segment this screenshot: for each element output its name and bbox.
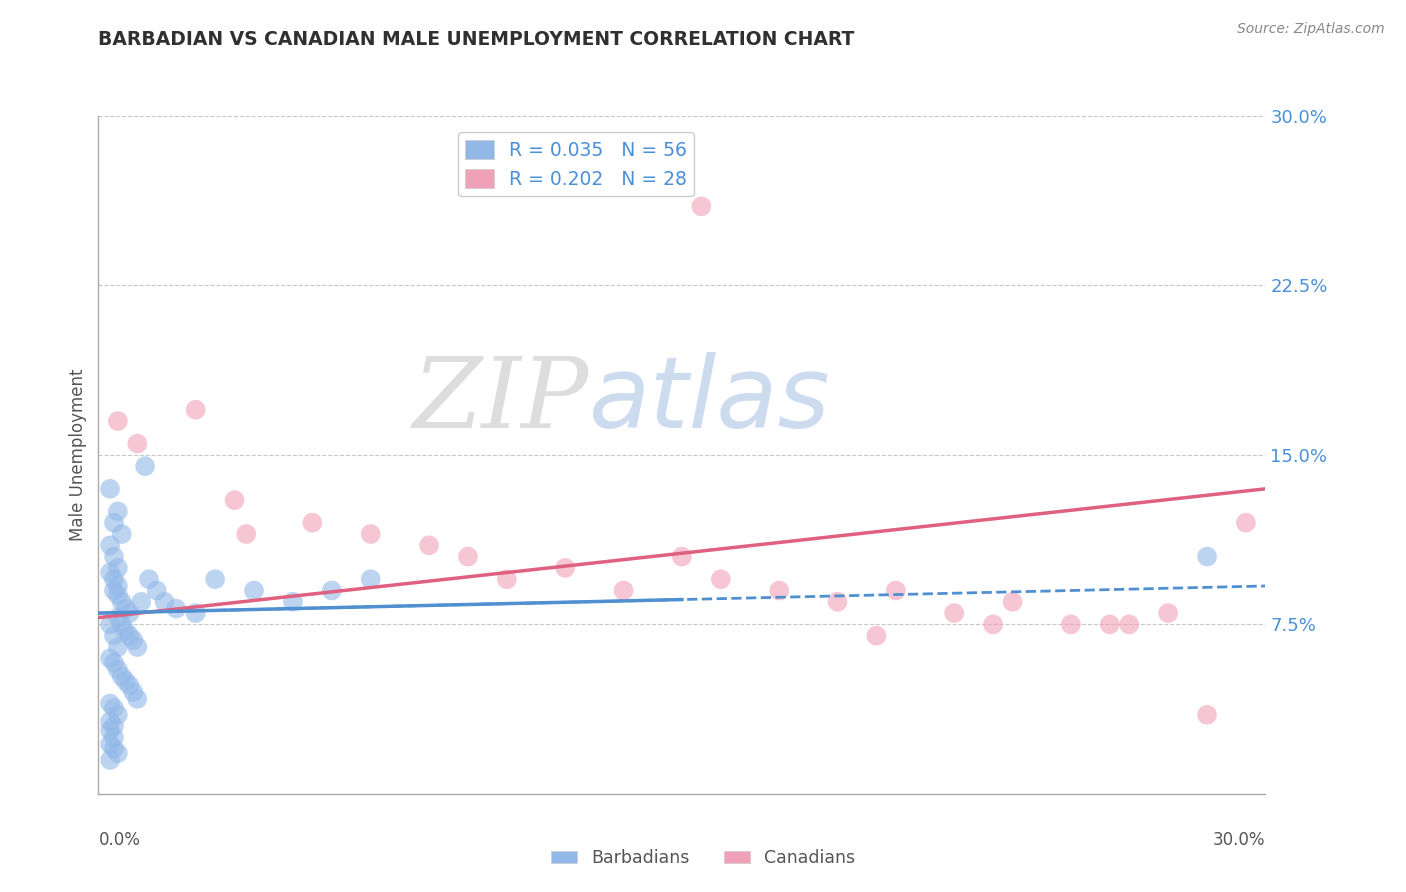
Point [153,595,176,609]
Point [111,669,134,683]
Text: 30.0%: 30.0% [1213,831,1265,849]
Point [1157,606,1180,620]
Point [1234,516,1257,530]
Point [612,583,634,598]
Point [1195,549,1218,564]
Point [111,527,134,541]
Point [690,199,713,213]
Point [114,624,136,639]
Point [122,633,145,648]
Point [554,561,576,575]
Point [98,753,121,767]
Point [865,629,887,643]
Point [281,595,304,609]
Text: Source: ZipAtlas.com: Source: ZipAtlas.com [1237,22,1385,37]
Point [98,714,121,729]
Point [495,572,517,586]
Point [235,527,257,541]
Point [98,723,121,738]
Point [301,516,323,530]
Legend: R = 0.035   N = 56, R = 0.202   N = 28: R = 0.035 N = 56, R = 0.202 N = 28 [458,132,695,196]
Text: 0.0%: 0.0% [98,831,141,849]
Point [114,673,136,688]
Legend: Barbadians, Canadians: Barbadians, Canadians [544,843,862,874]
Point [1195,707,1218,722]
Point [710,572,733,586]
Point [127,692,149,706]
Point [981,617,1004,632]
Point [103,572,125,586]
Point [768,583,790,598]
Point [224,493,246,508]
Point [884,583,907,598]
Point [114,601,136,615]
Point [103,583,125,598]
Point [98,697,121,711]
Point [122,685,145,699]
Point [103,741,125,756]
Point [107,561,129,575]
Point [165,601,187,615]
Point [107,707,129,722]
Point [321,583,343,598]
Point [107,663,129,677]
Point [111,617,134,632]
Point [360,572,382,586]
Point [103,629,125,643]
Point [184,606,207,620]
Point [457,549,479,564]
Point [134,459,156,474]
Point [103,701,125,715]
Point [107,746,129,760]
Point [827,595,849,609]
Point [138,572,160,586]
Point [127,436,149,450]
Point [118,606,141,620]
Point [107,504,129,518]
Point [943,606,966,620]
Point [1001,595,1024,609]
Point [103,731,125,745]
Text: ZIP: ZIP [412,353,589,449]
Point [98,737,121,751]
Point [129,595,152,609]
Text: atlas: atlas [589,352,830,450]
Point [103,549,125,564]
Text: BARBADIAN VS CANADIAN MALE UNEMPLOYMENT CORRELATION CHART: BARBADIAN VS CANADIAN MALE UNEMPLOYMENT … [98,30,855,49]
Point [107,579,129,593]
Point [111,595,134,609]
Point [146,583,169,598]
Point [118,678,141,692]
Point [184,402,207,417]
Point [98,566,121,580]
Point [418,538,440,552]
Point [127,640,149,654]
Point [98,617,121,632]
Point [103,719,125,733]
Point [671,549,693,564]
Point [107,588,129,602]
Point [98,651,121,665]
Point [204,572,226,586]
Point [1098,617,1121,632]
Point [107,414,129,428]
Point [1060,617,1083,632]
Point [98,482,121,496]
Point [118,629,141,643]
Point [243,583,266,598]
Y-axis label: Male Unemployment: Male Unemployment [69,368,87,541]
Point [107,610,129,624]
Point [103,516,125,530]
Point [103,656,125,670]
Point [1118,617,1140,632]
Point [107,640,129,654]
Point [360,527,382,541]
Point [98,538,121,552]
